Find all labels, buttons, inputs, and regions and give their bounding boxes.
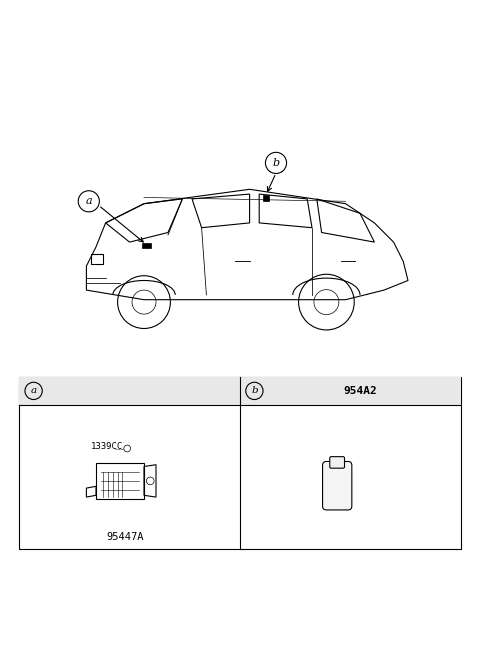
Text: 1339CC: 1339CC — [91, 442, 123, 451]
Text: a: a — [85, 196, 92, 206]
Text: a: a — [31, 386, 36, 396]
Text: 95447A: 95447A — [106, 532, 144, 542]
Text: b: b — [273, 158, 279, 168]
FancyBboxPatch shape — [330, 457, 345, 468]
Polygon shape — [263, 195, 269, 201]
Polygon shape — [142, 243, 151, 248]
FancyBboxPatch shape — [323, 461, 352, 510]
FancyBboxPatch shape — [19, 376, 240, 405]
FancyBboxPatch shape — [240, 376, 461, 405]
Text: 954A2: 954A2 — [343, 386, 377, 396]
Text: b: b — [251, 386, 258, 396]
